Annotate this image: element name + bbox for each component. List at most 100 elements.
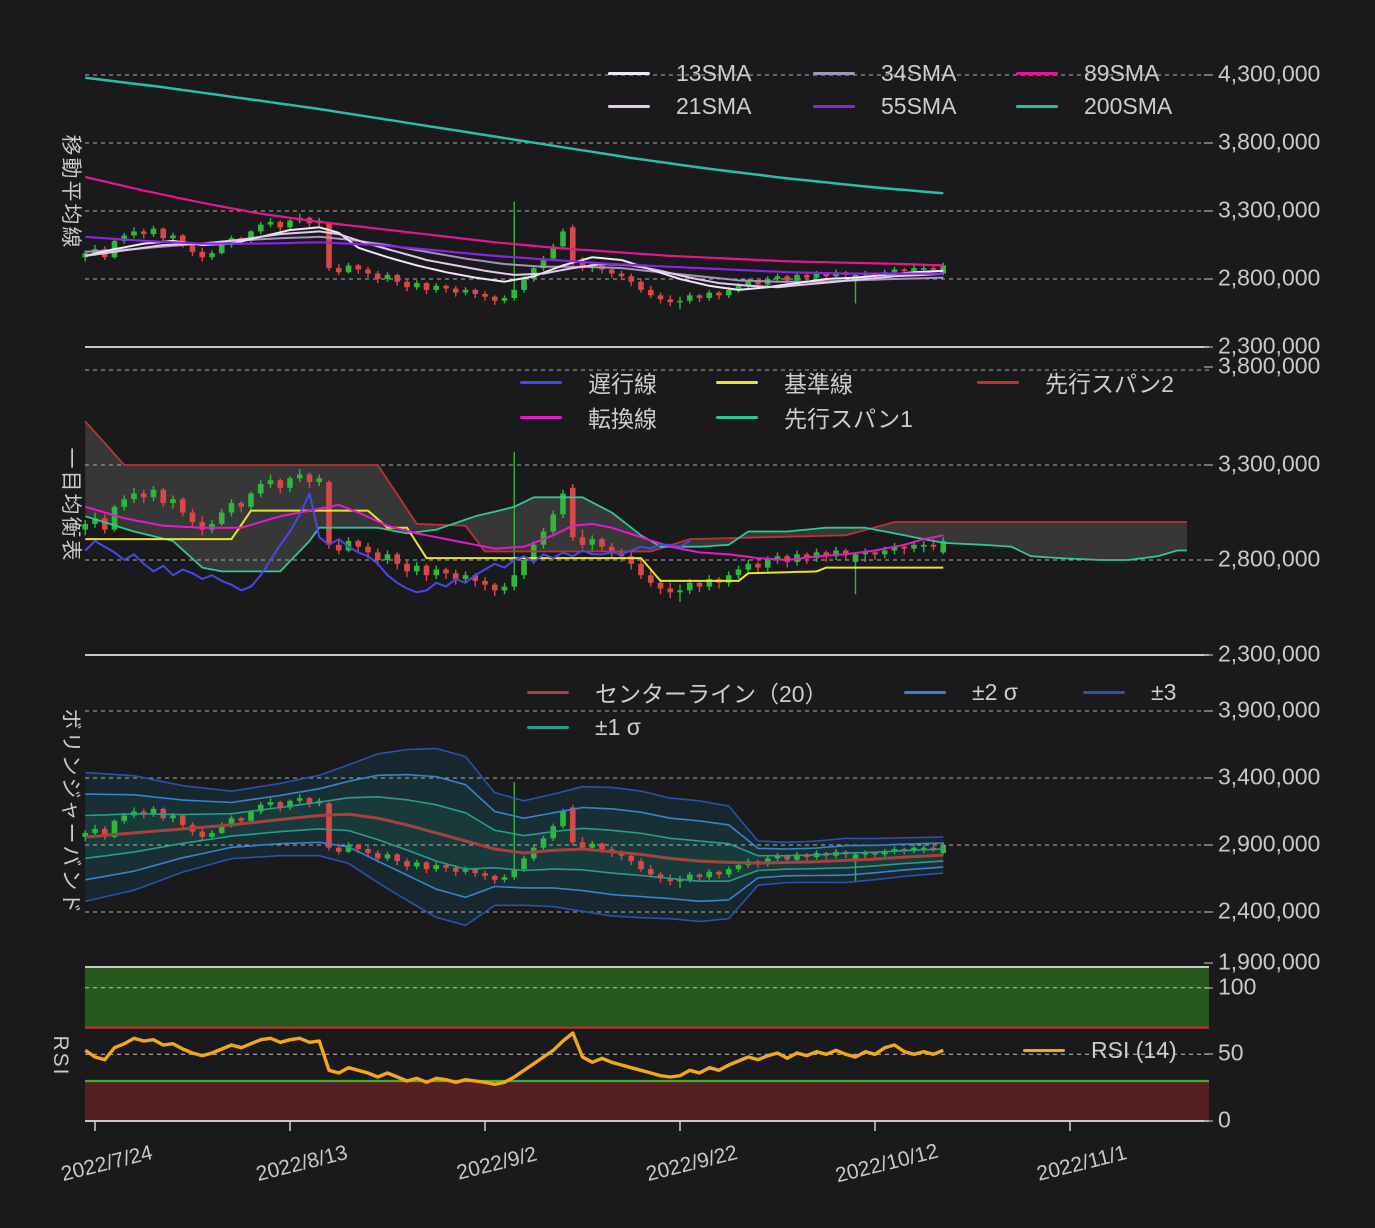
legend-swatch-2sigma [904, 690, 946, 694]
legend-item-21sma: 21SMA [608, 93, 751, 119]
candle-body [920, 847, 927, 850]
panel-title-ichimoku: 一目均衡表 [59, 447, 82, 563]
y-label-p3-1900000: 1,900,000 [1218, 948, 1321, 975]
candle-body [608, 546, 615, 553]
candle-body [911, 847, 917, 851]
candle-body [257, 484, 264, 494]
candle-body [472, 289, 479, 294]
candle-body [199, 831, 206, 837]
y-label-p3-2400000: 2,400,000 [1218, 897, 1321, 924]
candle-body [413, 283, 420, 288]
candle-body [511, 289, 518, 299]
candle-body [862, 552, 869, 555]
candle-body [111, 506, 118, 530]
candle-body [638, 563, 644, 576]
candle-body [667, 299, 674, 303]
candle-body [891, 546, 898, 551]
candle-body [374, 273, 381, 279]
candle-body [413, 565, 420, 572]
candle-body [774, 855, 781, 859]
candle-body [394, 854, 401, 862]
panel-title-moving-average: 移動平均線 [59, 134, 82, 250]
candle-body [345, 265, 352, 273]
candle-body [784, 276, 791, 281]
candle-body [199, 251, 206, 258]
candle-body [452, 573, 459, 579]
candle-body [755, 281, 761, 285]
candle-body [716, 292, 722, 296]
candle-body [735, 865, 742, 870]
candle-body [667, 588, 674, 593]
candle-body [209, 832, 215, 837]
candle-body [803, 274, 810, 278]
candle-body [472, 869, 479, 874]
line-bollinger-center [85, 812, 944, 865]
y-label-p3-3900000: 3,900,000 [1218, 696, 1321, 723]
candle-body [199, 522, 206, 530]
candle-body [277, 221, 284, 228]
candle-body [160, 489, 167, 503]
candle-body [404, 563, 410, 572]
candle-body [404, 281, 410, 288]
y-label-p1-2800000: 2,800,000 [1218, 264, 1321, 291]
candle-body [521, 560, 527, 576]
candle-body [228, 818, 235, 825]
candle-body [394, 274, 401, 282]
candle-body [501, 298, 508, 301]
candle-body [170, 499, 176, 503]
candle-body [267, 480, 274, 484]
line-upper-1sigma [85, 795, 944, 857]
candle-body [443, 285, 449, 289]
candle-body [306, 798, 313, 804]
candle-body [920, 268, 927, 270]
candle-body [774, 276, 781, 279]
candle-body [638, 861, 644, 870]
candle-body [335, 544, 342, 551]
candle-body [686, 874, 693, 880]
candle-body [482, 580, 488, 585]
candle-body [706, 292, 713, 299]
legend-item-base-line: 基準線 [716, 369, 853, 397]
candle-body [511, 869, 518, 878]
candle-body [482, 293, 488, 297]
candle-body [248, 811, 254, 821]
legend-swatch-span2 [977, 380, 1019, 384]
y-label-p2-3800000: 3,800,000 [1218, 352, 1321, 379]
legend-item-lagging-span: 遅行線 [520, 369, 657, 397]
candle-body [940, 265, 947, 274]
candle-body [745, 281, 752, 286]
candle-body [696, 582, 703, 587]
candle-body [628, 276, 635, 282]
candle-body [618, 273, 625, 277]
candle-body [647, 289, 654, 296]
candle-body [550, 514, 557, 532]
candle-body [306, 474, 313, 483]
legend-swatch-89sma [1016, 71, 1058, 75]
candle-body [696, 874, 703, 878]
candle-body [131, 231, 137, 236]
candle-body [140, 231, 147, 235]
candle-body [872, 552, 878, 555]
candle-body [92, 518, 98, 524]
candle-body [189, 245, 196, 252]
candle-body [764, 858, 771, 864]
legend-swatch-span1 [716, 415, 758, 419]
rsi-oversold-band [85, 1081, 1209, 1121]
candle-body [930, 847, 937, 850]
candle-body [599, 843, 605, 850]
candle-body [433, 285, 440, 290]
candle-body [228, 503, 235, 513]
candle-body [365, 269, 371, 274]
candle-body [745, 563, 752, 570]
candle-body [462, 869, 469, 872]
candle-body [647, 575, 654, 583]
candle-body [238, 503, 245, 507]
candle-body [891, 269, 898, 273]
candle-body [647, 869, 654, 875]
candle-body [287, 800, 293, 808]
y-label-p3-3400000: 3,400,000 [1218, 763, 1321, 790]
candle-body [881, 851, 888, 855]
line-89sma [85, 175, 944, 267]
